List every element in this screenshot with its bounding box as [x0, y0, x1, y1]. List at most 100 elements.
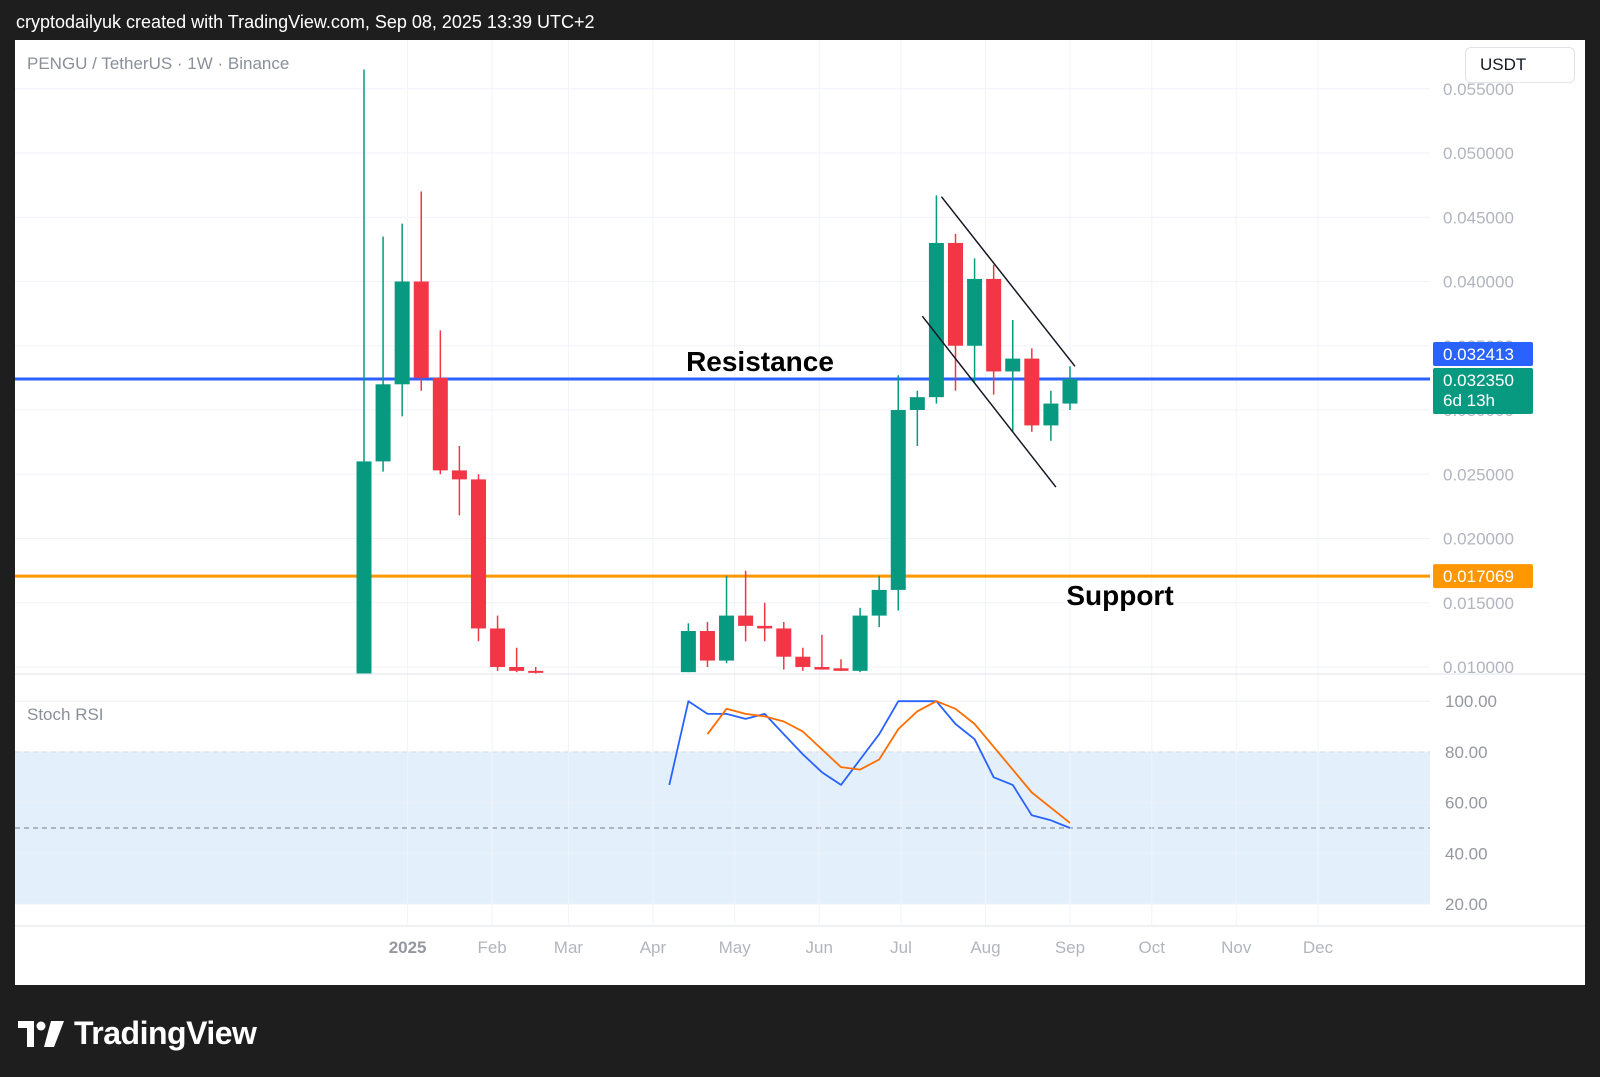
candle-body [680, 631, 696, 673]
candle-body [738, 615, 754, 626]
candle [509, 647, 525, 673]
candle [909, 390, 925, 446]
resistance-price-tag-text: 0.032413 [1443, 345, 1514, 364]
candle [833, 659, 849, 671]
candle-body [432, 377, 448, 471]
tradingview-wordmark: TradingView [74, 1015, 257, 1051]
candle-body [699, 631, 715, 661]
time-tick-label: May [719, 938, 752, 957]
candle-body [451, 470, 467, 480]
currency-button[interactable]: USDT [1465, 47, 1575, 83]
candle-body [852, 615, 868, 671]
candle-body [1062, 379, 1078, 404]
candle [757, 602, 773, 642]
candle-body [986, 278, 1002, 372]
time-tick-label: Jul [890, 938, 912, 957]
candle-body [890, 410, 906, 590]
channel-layer [921, 196, 1076, 488]
candle [928, 195, 944, 404]
candle [490, 615, 506, 671]
price-tick-label: 0.050000 [1443, 144, 1514, 163]
time-tick-label: Aug [970, 938, 1000, 957]
candle [451, 445, 467, 516]
candle-body [719, 615, 735, 661]
candle-body [394, 281, 410, 385]
candle-body [757, 625, 773, 629]
channel-upper-line [940, 196, 1076, 367]
candle [738, 570, 754, 642]
stoch-rsi-title[interactable]: Stoch RSI [27, 705, 104, 724]
candle [871, 575, 887, 628]
candle-body [1024, 358, 1040, 426]
candle-body [833, 668, 849, 671]
time-axis: 2025 Feb Mar Apr May Jun Jul Aug Sep Oct Nov Dec [389, 938, 1334, 957]
candle [470, 474, 486, 642]
candle-body [776, 628, 792, 657]
support-annotation: Support [1066, 580, 1173, 611]
candle [394, 223, 410, 417]
candle [1062, 366, 1078, 410]
time-tick-label: Nov [1221, 938, 1252, 957]
last-price-tag-text: 0.032350 [1443, 371, 1514, 390]
last-price-tag-text: 6d 13h [1443, 391, 1495, 410]
resistance-price-tag: 0.032413 [1433, 341, 1533, 366]
stoch-tick-label: 20.00 [1445, 895, 1488, 914]
stoch-band-layer [15, 751, 1430, 905]
candle [528, 667, 544, 674]
support-price-tag-text: 0.017069 [1443, 567, 1514, 586]
price-tick-label: 0.010000 [1443, 658, 1514, 677]
candle-body [795, 656, 811, 667]
candle-body [1043, 403, 1059, 426]
price-tick-label: 0.025000 [1443, 465, 1514, 484]
candles-layer [356, 69, 1078, 674]
candle-body [871, 589, 887, 616]
candle-body [509, 667, 525, 671]
stoch-d-line [706, 700, 1071, 824]
price-tick-label: 0.055000 [1443, 80, 1514, 99]
candle-body [814, 667, 830, 670]
candle [1005, 320, 1021, 432]
chart-svg[interactable]: 0.0550000.0500000.0450000.0400000.035000… [15, 40, 1585, 985]
candle-body [375, 384, 391, 462]
time-tick-label: Apr [640, 938, 667, 957]
price-tick-label: 0.040000 [1443, 273, 1514, 292]
stoch-k-line [668, 700, 1071, 829]
candle [948, 233, 963, 391]
candle [1024, 348, 1040, 432]
resistance-price-tag-bg [1433, 341, 1533, 366]
candle [795, 647, 811, 671]
candle-body [490, 628, 506, 667]
candle [776, 622, 792, 670]
candle-body [909, 397, 925, 410]
symbol-title[interactable]: PENGU / TetherUS · 1W · Binance [27, 54, 290, 73]
grid-layer [15, 40, 1585, 927]
candle-body [356, 461, 372, 674]
support-price-tag: 0.017069 [1433, 564, 1533, 589]
time-tick-label: Mar [554, 938, 584, 957]
price-tick-label: 0.015000 [1443, 594, 1514, 613]
tradingview-logo-icon [18, 1020, 64, 1047]
tradingview-logo[interactable]: TradingView [18, 1015, 257, 1052]
candle [719, 575, 735, 664]
time-tick-label: Feb [477, 938, 506, 957]
last-price-tag-bg [1433, 367, 1533, 414]
candle [375, 236, 391, 472]
time-tick-label: Jun [805, 938, 832, 957]
candle [890, 375, 906, 611]
candle [852, 607, 868, 673]
candle-body [470, 479, 486, 629]
candle [967, 258, 983, 382]
time-tick-label: Sep [1055, 938, 1085, 957]
candle [986, 264, 1002, 395]
stoch-tick-label: 80.00 [1445, 743, 1488, 762]
candle-body [928, 242, 944, 398]
time-tick-label: Oct [1139, 938, 1166, 957]
price-tick-label: 0.020000 [1443, 530, 1514, 549]
support-price-tag-bg [1433, 564, 1533, 589]
candle-body [413, 281, 429, 378]
time-tick-label: Dec [1303, 938, 1334, 957]
chart-area[interactable]: 0.0550000.0500000.0450000.0400000.035000… [15, 40, 1585, 985]
candle [699, 622, 715, 667]
